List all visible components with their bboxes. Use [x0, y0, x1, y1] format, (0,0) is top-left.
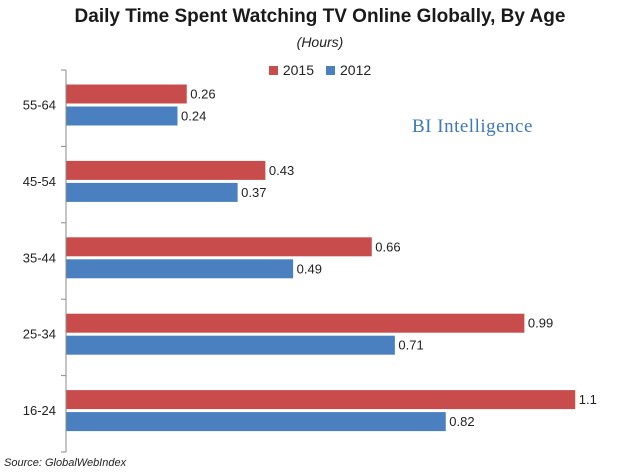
bar-2012-25-34 [66, 335, 395, 355]
bar-2015-16-24 [66, 390, 576, 410]
legend-item-2015: 2015 [268, 62, 314, 78]
data-label-2015-25-34: 0.99 [528, 316, 553, 331]
data-label-2015-35-44: 0.66 [375, 239, 400, 254]
bar-2015-35-44 [66, 237, 372, 257]
chart-title: Daily Time Spent Watching TV Online Glob… [74, 6, 566, 27]
data-label-2012-16-24: 0.82 [449, 414, 474, 429]
chart-subtitle: (Hours) [296, 34, 344, 50]
legend-swatch-2012 [326, 65, 335, 75]
legend-swatch-2015 [268, 65, 278, 75]
data-label-2015-55-64: 0.26 [190, 87, 215, 102]
category-label-35-44: 35-44 [23, 250, 56, 265]
bar-2015-45-54 [66, 160, 266, 180]
bar-2012-45-54 [66, 182, 238, 202]
data-label-2012-35-44: 0.49 [297, 261, 322, 276]
category-label-16-24: 16-24 [23, 403, 56, 418]
data-label-2012-25-34: 0.71 [398, 338, 423, 353]
bi-intelligence-watermark: BI Intelligence [412, 116, 533, 137]
source-note: Source: GlobalWebIndex [4, 457, 127, 469]
bar-2012-16-24 [66, 412, 446, 432]
data-label-2012-55-64: 0.24 [181, 109, 206, 124]
bar-2012-35-44 [66, 259, 294, 279]
bar-2015-25-34 [66, 313, 525, 333]
data-label-2012-45-54: 0.37 [241, 185, 266, 200]
legend-item-2012: 2012 [326, 62, 371, 78]
legend-label-2015: 2015 [282, 62, 314, 78]
category-label-25-34: 25-34 [23, 327, 56, 342]
legend: 2015 2012 [0, 62, 640, 78]
legend-label-2012: 2012 [340, 62, 372, 78]
data-label-2015-16-24: 1.1 [579, 392, 597, 407]
bar-2015-55-64 [66, 84, 187, 104]
data-label-2015-45-54: 0.43 [269, 163, 294, 178]
category-label-45-54: 45-54 [23, 174, 56, 189]
bar-2012-55-64 [66, 106, 178, 126]
category-label-55-64: 55-64 [23, 98, 56, 113]
